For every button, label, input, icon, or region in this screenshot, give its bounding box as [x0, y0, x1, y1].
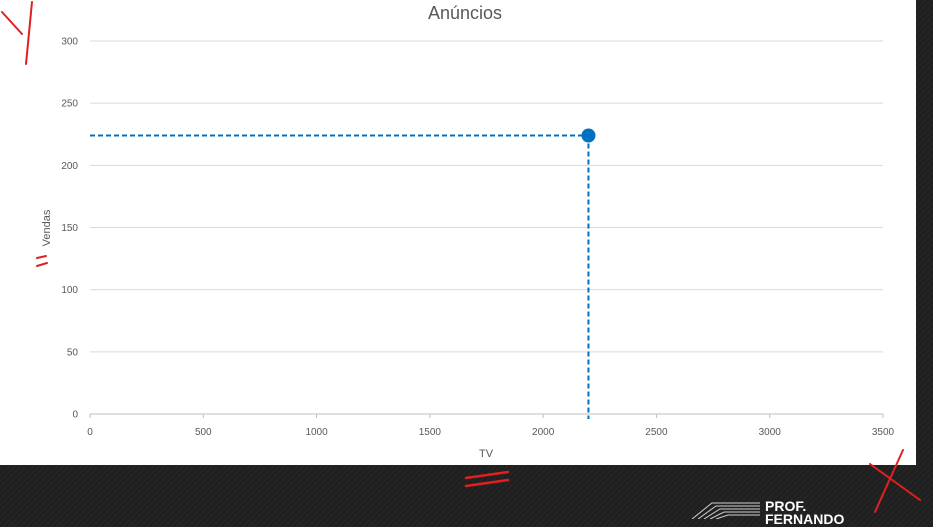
- brand-stripes-icon: [691, 502, 760, 519]
- annotation-cross-2: [874, 449, 904, 513]
- annotation-ylabel-mark-1: [36, 255, 47, 259]
- brand-line-1: PROF.: [765, 498, 807, 514]
- guide-lines: [90, 134, 590, 419]
- x-tick-label: 1500: [419, 427, 442, 438]
- data-point: [581, 128, 596, 143]
- chart-title: Anúncios: [428, 3, 502, 23]
- y-tick-label: 250: [61, 99, 78, 110]
- y-axis-ticks: 0 50 100 150 200 250 300: [61, 37, 78, 421]
- data-points: [581, 128, 596, 143]
- y-tick-label: 200: [61, 161, 78, 172]
- brand-logo: PROF. FERNANDO: [765, 498, 845, 527]
- x-tick-label: 500: [195, 427, 212, 438]
- annotation-xlabel-mark-2: [464, 478, 510, 488]
- y-tick-label: 300: [61, 37, 78, 48]
- annotation-xlabel-mark-1: [464, 470, 510, 480]
- x-tick-label: 2000: [532, 427, 555, 438]
- annotation-cross-1: [869, 463, 921, 501]
- x-tick-label: 1000: [305, 427, 328, 438]
- x-axis-title: TV: [479, 448, 494, 460]
- annotation-ylabel-mark-2: [36, 262, 48, 267]
- y-tick-label: 100: [61, 285, 78, 296]
- y-tick-label: 0: [72, 410, 78, 421]
- brand-line-2: FERNANDO: [765, 511, 845, 527]
- y-tick-label: 50: [67, 347, 79, 358]
- y-tick-label: 150: [61, 223, 78, 234]
- annotations: [1, 1, 921, 513]
- x-tick-label: 3500: [872, 427, 895, 438]
- x-tick-label: 2500: [645, 427, 668, 438]
- gridlines: [90, 40, 883, 353]
- x-tick-label: 0: [87, 427, 93, 438]
- chart-panel: [0, 0, 916, 465]
- annotation-slash-topleft: [1, 11, 23, 35]
- annotation-stroke-topleft: [25, 1, 33, 65]
- x-axis-ticks: 0 500 1000 1500 2000 2500 3000 3500: [87, 414, 895, 438]
- x-tick-label: 3000: [759, 427, 782, 438]
- y-axis-title: Vendas: [41, 209, 53, 246]
